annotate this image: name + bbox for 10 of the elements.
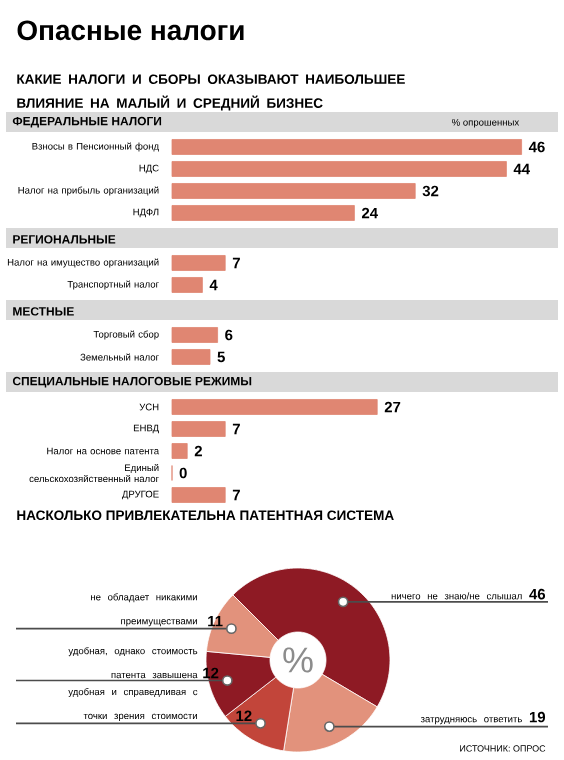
- text: %: [283, 647, 313, 673]
- bar: [171, 443, 188, 459]
- bar: [171, 183, 416, 199]
- bar: [171, 161, 507, 177]
- bar: [171, 139, 522, 155]
- bar: [171, 487, 226, 503]
- bar: [171, 421, 226, 437]
- bar: [171, 205, 355, 221]
- chart-title: Опасные налоги: [17, 20, 244, 41]
- bar: [171, 399, 378, 415]
